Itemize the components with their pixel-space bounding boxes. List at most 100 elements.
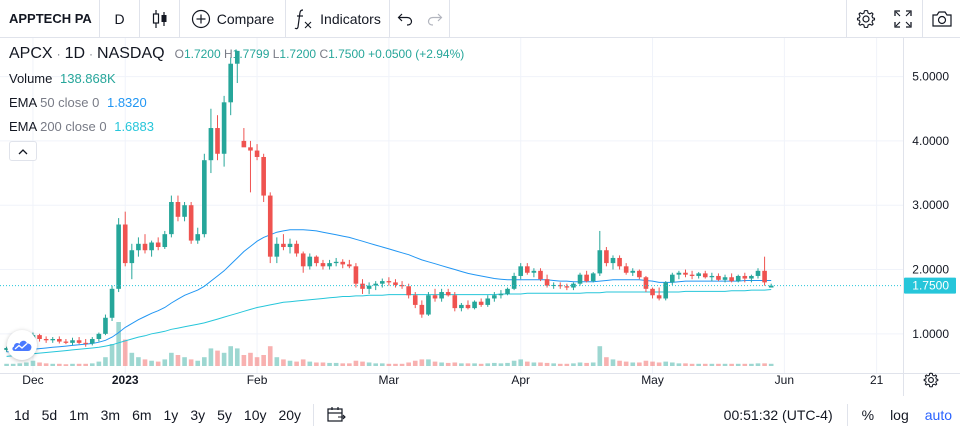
undo-icon[interactable] <box>397 12 413 26</box>
candle-body <box>221 102 227 154</box>
volume-bar <box>241 355 247 366</box>
goto-date-button[interactable] <box>320 396 352 433</box>
price-axis[interactable]: 5.0000 4.0000 3.0000 2.0000 1.0000 <box>903 38 950 396</box>
range-10y[interactable]: 10y <box>243 406 267 423</box>
ema200-params: 200 close 0 <box>40 119 107 134</box>
volume-bar <box>4 363 9 366</box>
symbol-search-button[interactable]: APPTECH PA <box>0 0 100 38</box>
screenshot-button[interactable] <box>922 0 960 38</box>
candle-body <box>749 275 754 279</box>
chart-type-button[interactable] <box>140 0 180 38</box>
ema200-line <box>6 289 772 357</box>
range-3y[interactable]: 3y <box>190 406 206 423</box>
volume-bar <box>518 359 524 366</box>
volume-bar <box>524 361 530 366</box>
candle-body <box>314 256 319 264</box>
log-toggle[interactable]: log <box>890 406 909 423</box>
candle-body <box>327 263 332 267</box>
volume-bar <box>538 362 543 366</box>
candle-body <box>4 347 9 350</box>
candle-body <box>419 304 425 315</box>
compare-button[interactable]: Compare <box>180 0 286 38</box>
legend-volume-row[interactable]: Volume 138.868K <box>9 71 116 86</box>
settings-button[interactable] <box>846 0 884 38</box>
range-5y[interactable]: 5y <box>217 406 232 423</box>
divider <box>313 403 315 426</box>
volume-bar <box>234 348 240 366</box>
fullscreen-button[interactable] <box>884 0 922 38</box>
candle-body <box>663 282 669 299</box>
volume-bar <box>742 363 748 366</box>
volume-bar <box>63 364 69 366</box>
time-axis[interactable]: Dec 2023 Feb Mar Apr May Jun 21 <box>0 373 960 387</box>
top-toolbar: APPTECH PA D Compare <box>0 0 960 38</box>
volume-bar <box>261 355 266 366</box>
volume-bar <box>221 352 227 366</box>
calendar-range-icon <box>327 406 346 422</box>
open-value: 1.7200 <box>183 47 221 61</box>
volume-bar <box>294 361 299 366</box>
change-value: +0.0500 (+2.94%) <box>368 47 465 61</box>
candle-body <box>347 264 352 267</box>
candle-body <box>188 205 194 241</box>
candle-body <box>149 242 154 251</box>
volume-bar <box>406 362 411 366</box>
volume-bar <box>702 363 708 366</box>
legend-symbol[interactable]: APCX <box>9 45 53 62</box>
interval-button[interactable]: D <box>100 0 140 38</box>
range-1m[interactable]: 1m <box>69 406 89 423</box>
indicators-button[interactable]: Indicators <box>286 0 390 38</box>
candle-body <box>300 253 306 267</box>
volume-bar <box>683 363 688 366</box>
candle-body <box>70 340 75 343</box>
legend-ema200-row[interactable]: EMA 200 close 0 1.6883 <box>9 119 154 134</box>
legend-ema50-row[interactable]: EMA 50 close 0 1.8320 <box>9 95 147 110</box>
timezone-clock[interactable]: 00:51:32 (UTC-4) <box>723 406 833 423</box>
volume-bar <box>768 363 774 366</box>
volume-bar <box>386 363 392 366</box>
candle-body <box>202 160 207 235</box>
candle-body <box>50 338 56 341</box>
volume-bar <box>360 361 365 366</box>
redo-icon[interactable] <box>427 12 443 26</box>
candle-body <box>696 273 701 276</box>
candle-body <box>43 338 49 341</box>
range-3m[interactable]: 3m <box>100 406 121 423</box>
candle-body <box>524 266 530 273</box>
range-20y[interactable]: 20y <box>278 406 302 423</box>
percent-toggle[interactable]: % <box>861 406 875 423</box>
legend-collapse-button[interactable] <box>9 141 37 161</box>
axis-settings-button[interactable] <box>921 370 941 390</box>
volume-bar <box>623 361 629 366</box>
volume-bar <box>597 346 603 366</box>
candle-body <box>406 286 411 296</box>
candle-body <box>142 243 148 251</box>
range-5d[interactable]: 5d <box>41 406 58 423</box>
volume-bar <box>24 362 29 366</box>
range-6m[interactable]: 6m <box>132 406 152 423</box>
volume-bar <box>320 362 326 366</box>
range-1y[interactable]: 1y <box>163 406 179 423</box>
camera-icon <box>931 11 952 27</box>
legend-main-row: APCX · 1D · NASDAQ O1.7200 H1.7799 L1.72… <box>9 45 464 63</box>
ema50-value: 1.8320 <box>106 95 147 110</box>
candle-body <box>623 266 629 273</box>
volume-bar <box>300 359 306 366</box>
tradingview-logo[interactable] <box>7 330 37 360</box>
candle-body <box>604 250 609 264</box>
volume-bar <box>287 360 293 366</box>
volume-bar <box>327 362 332 366</box>
high-value: 1.7799 <box>232 47 270 61</box>
auto-scale-toggle[interactable]: auto <box>924 406 952 423</box>
ema200-path <box>6 289 772 357</box>
price-chart[interactable]: 1.7500 5.0000 4.0000 3.0000 2.0000 1.0000 De… <box>0 38 960 396</box>
candle-body <box>254 150 260 157</box>
candle-body <box>373 283 379 286</box>
volume-bar <box>366 362 372 366</box>
range-1d[interactable]: 1d <box>14 406 30 423</box>
candle-body <box>637 270 642 278</box>
volume-bar <box>188 359 194 366</box>
ema200-value: 1.6883 <box>114 119 154 134</box>
volume-bar <box>551 363 556 366</box>
